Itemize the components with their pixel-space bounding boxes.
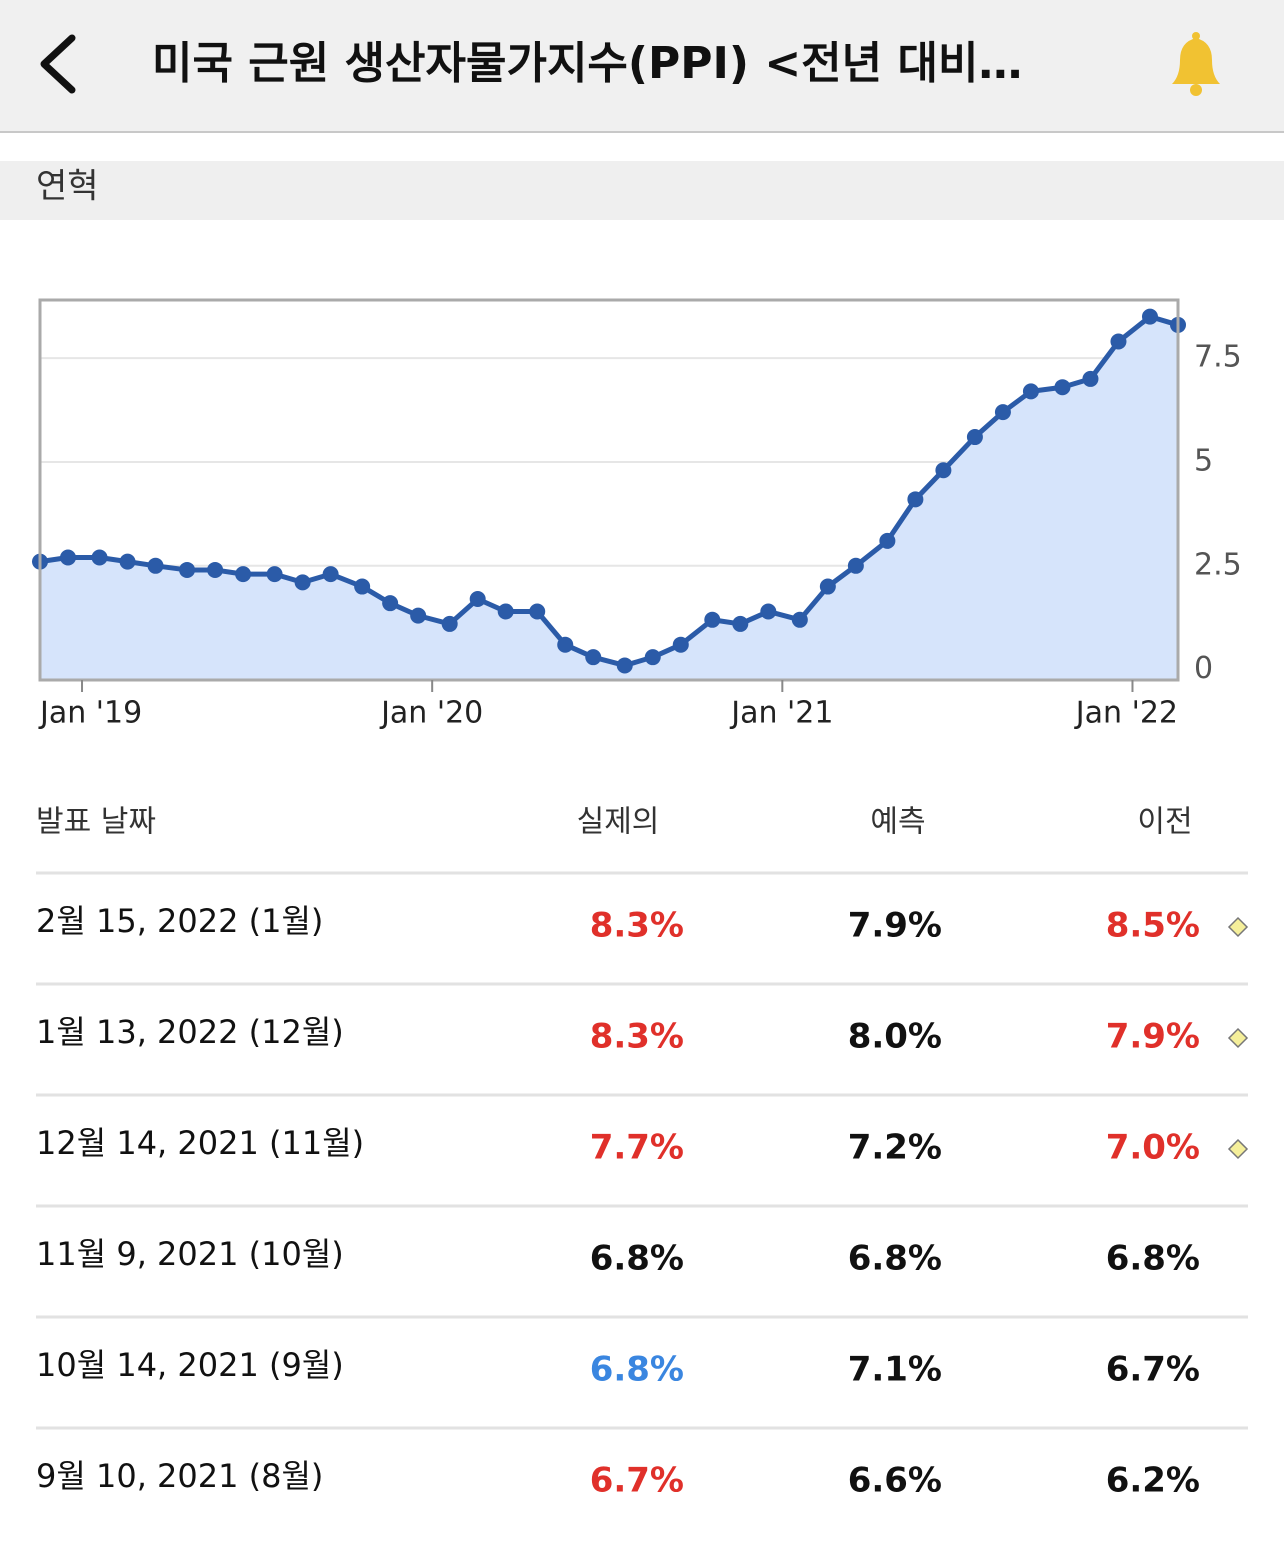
column-header: 이전	[1137, 805, 1192, 840]
table: 발표 날짜 실제의 예측 이전 2월 15, 2022 (1월) 8.3% 7.9% 8.5%…	[36, 805, 1249, 1501]
x-tick-label: Jan '19	[38, 696, 142, 731]
actual-value: 6.7%	[590, 1461, 684, 1501]
data-point	[760, 603, 777, 620]
data-point	[585, 649, 602, 666]
data-point	[732, 615, 749, 632]
release-date: 2월 15, 2022 (1월)	[36, 902, 323, 940]
data-point	[60, 549, 77, 566]
data-point	[879, 532, 896, 549]
section-bar	[0, 161, 1284, 220]
line	[39, 314, 1179, 668]
data-point	[994, 404, 1011, 421]
data-point	[1054, 379, 1071, 396]
forecast-value: 8.0%	[848, 1017, 942, 1057]
data-point	[847, 557, 864, 574]
data-point	[207, 561, 224, 578]
data-point	[469, 591, 486, 608]
x-tick-label: Jan '22	[1074, 696, 1178, 731]
y-tick-label: 0	[1194, 651, 1213, 686]
actual-value: 7.7%	[590, 1128, 684, 1168]
forecast-value: 7.1%	[848, 1350, 942, 1390]
previous-value: 7.9%	[1106, 1017, 1200, 1057]
data-point	[819, 578, 836, 595]
data-point	[147, 557, 164, 574]
revised-marker	[1227, 916, 1249, 938]
y-tick-label: 2.5	[1194, 547, 1242, 582]
actual-value: 6.8%	[590, 1239, 684, 1279]
data-point	[497, 603, 514, 620]
data-point	[382, 595, 399, 612]
forecast-value: 7.9%	[848, 906, 942, 946]
data-point	[322, 566, 339, 583]
data-point	[410, 607, 427, 624]
data-point	[91, 549, 108, 566]
plot-frame	[38, 298, 1180, 682]
actual-value: 8.3%	[590, 906, 684, 946]
column-header: 실제의	[577, 805, 660, 840]
revised-marker	[1227, 1027, 1249, 1049]
previous-value: 7.0%	[1106, 1128, 1200, 1168]
data-point	[266, 566, 283, 583]
column-header: 발표 날짜	[36, 805, 156, 840]
y-tick-label: 5	[1194, 443, 1213, 478]
forecast-value: 6.6%	[848, 1461, 942, 1501]
previous-value: 8.5%	[1106, 906, 1200, 946]
chart: 0 2.5 5 7.5 Jan '19 Jan '20 Jan '21 Jan '22	[32, 298, 1242, 731]
data-point	[672, 636, 689, 653]
column-header: 예측	[870, 805, 925, 840]
data-point	[294, 574, 311, 591]
area-fill	[40, 316, 1178, 680]
data-point	[644, 649, 661, 666]
actual-value: 8.3%	[590, 1017, 684, 1057]
data-point	[1141, 308, 1158, 325]
forecast-value: 6.8%	[848, 1239, 942, 1279]
previous-value: 6.8%	[1106, 1239, 1200, 1279]
actual-value: 6.8%	[590, 1350, 684, 1390]
release-date: 12월 14, 2021 (11월)	[36, 1124, 364, 1162]
data-point	[354, 578, 371, 595]
previous-value: 6.7%	[1106, 1350, 1200, 1390]
data-point	[907, 491, 924, 508]
data-point	[441, 615, 458, 632]
data-point	[1022, 383, 1039, 400]
back-button[interactable]	[40, 34, 76, 94]
alert-bell[interactable]	[1172, 32, 1220, 96]
data-point	[1082, 370, 1099, 387]
x-tick-label: Jan '21	[729, 696, 833, 731]
data-point	[616, 657, 633, 674]
data-point	[235, 566, 252, 583]
data-point	[791, 611, 808, 628]
forecast-value: 7.2%	[848, 1128, 942, 1168]
release-date: 1월 13, 2022 (12월)	[36, 1013, 344, 1051]
release-date: 11월 9, 2021 (10월)	[36, 1235, 344, 1273]
data-point	[119, 553, 136, 570]
y-tick-label: 7.5	[1194, 340, 1242, 375]
data-point	[557, 636, 574, 653]
x-tick-label: Jan '20	[379, 696, 483, 731]
previous-value: 6.2%	[1106, 1461, 1200, 1501]
data-point	[966, 429, 983, 446]
page-title: 미국 근원 생산자물가지수(PPI) <전년 대비…	[152, 38, 1022, 89]
section-label: 연혁	[36, 167, 99, 207]
release-date: 10월 14, 2021 (9월)	[36, 1346, 344, 1384]
data-point	[935, 462, 952, 479]
top-bar	[0, 0, 1284, 132]
data-point	[704, 611, 721, 628]
data-point	[1110, 333, 1127, 350]
revised-marker	[1227, 1138, 1249, 1160]
data-point	[179, 561, 196, 578]
data-point	[529, 603, 546, 620]
release-date: 9월 10, 2021 (8월)	[36, 1457, 323, 1495]
